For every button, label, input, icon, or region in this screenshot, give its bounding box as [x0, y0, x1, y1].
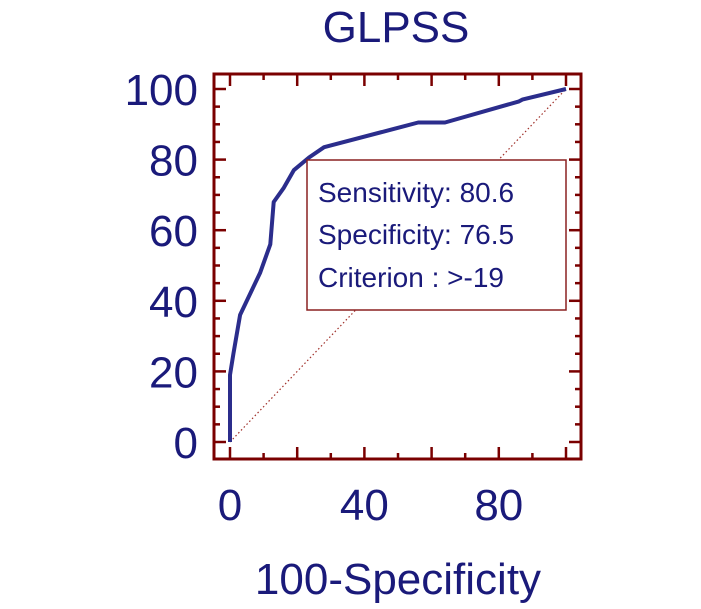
plot-area: 0 20 40 60 80 100 0 40 80 — [125, 66, 583, 530]
y-tick-label: 100 — [125, 66, 198, 115]
x-axis-label: 100-Specificity — [255, 555, 541, 604]
y-tick-labels: 0 20 40 60 80 100 — [125, 66, 198, 468]
x-tick-labels: 0 40 80 — [218, 481, 524, 530]
roc-curve-series — [228, 87, 567, 442]
annotation-criterion: Criterion : >-19 — [318, 262, 504, 293]
y-tick-label: 20 — [149, 348, 198, 397]
reference-diagonal-line — [229, 88, 567, 443]
annotation-box: Sensitivity: 80.6 Specificity: 76.5 Crit… — [306, 159, 567, 311]
annotation-sensitivity: Sensitivity: 80.6 — [318, 177, 514, 208]
annotation-specificity: Specificity: 76.5 — [318, 219, 514, 250]
chart-title: GLPSS — [323, 3, 470, 52]
y-tick-label: 0 — [174, 419, 198, 468]
x-ticks — [228, 74, 568, 459]
x-tick-label: 0 — [218, 481, 242, 530]
y-tick-label: 40 — [149, 278, 198, 327]
x-tick-label: 80 — [474, 481, 523, 530]
y-tick-label: 80 — [149, 137, 198, 186]
annotation-frame — [306, 159, 567, 311]
y-tick-label: 60 — [149, 207, 198, 256]
x-tick-label: 40 — [340, 481, 389, 530]
y-ticks — [214, 87, 581, 444]
